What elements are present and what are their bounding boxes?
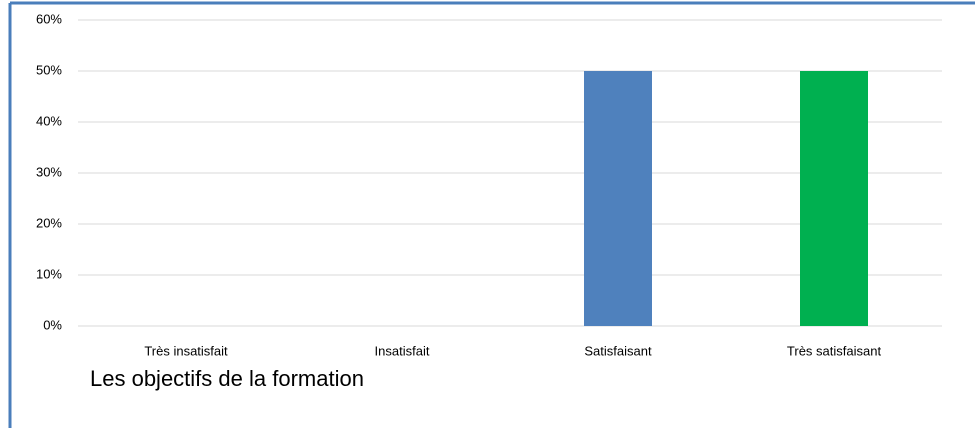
y-tick-label: 60% bbox=[36, 11, 62, 26]
y-tick-label: 0% bbox=[43, 317, 62, 332]
y-tick-label: 40% bbox=[36, 113, 62, 128]
x-tick-label: Très satisfaisant bbox=[787, 343, 882, 358]
bar bbox=[584, 71, 652, 326]
y-tick-label: 50% bbox=[36, 62, 62, 77]
y-tick-label: 30% bbox=[36, 164, 62, 179]
x-tick-label: Satisfaisant bbox=[584, 343, 652, 358]
chart-title: Les objectifs de la formation bbox=[90, 366, 364, 391]
x-tick-label: Insatisfait bbox=[375, 343, 430, 358]
x-tick-label: Très insatisfait bbox=[144, 343, 228, 358]
y-tick-label: 20% bbox=[36, 215, 62, 230]
y-tick-label: 10% bbox=[36, 266, 62, 281]
bar bbox=[800, 71, 868, 326]
